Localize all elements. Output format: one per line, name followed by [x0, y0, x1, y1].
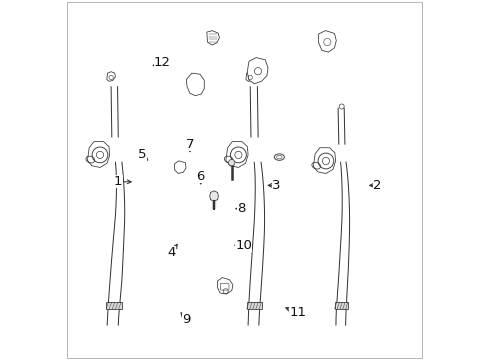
Polygon shape — [106, 72, 115, 81]
Polygon shape — [225, 141, 247, 167]
Text: 9: 9 — [182, 312, 190, 326]
Text: 8: 8 — [237, 202, 245, 215]
FancyBboxPatch shape — [246, 302, 262, 309]
Polygon shape — [209, 191, 218, 201]
Text: 3: 3 — [271, 179, 280, 192]
Polygon shape — [174, 161, 185, 174]
Text: 7: 7 — [185, 138, 194, 150]
Polygon shape — [217, 278, 232, 294]
Circle shape — [228, 159, 234, 166]
FancyBboxPatch shape — [220, 283, 228, 290]
Text: 1: 1 — [114, 175, 122, 188]
Text: 5: 5 — [138, 148, 146, 161]
FancyBboxPatch shape — [334, 302, 348, 309]
Polygon shape — [87, 141, 109, 167]
Text: 12: 12 — [153, 56, 170, 69]
Polygon shape — [186, 73, 204, 96]
FancyBboxPatch shape — [106, 302, 122, 309]
Polygon shape — [247, 58, 267, 84]
Polygon shape — [206, 31, 219, 45]
Text: 6: 6 — [196, 170, 204, 183]
Text: 11: 11 — [288, 306, 305, 319]
Text: 10: 10 — [235, 239, 252, 252]
Text: 2: 2 — [372, 179, 381, 192]
Text: 4: 4 — [167, 246, 176, 259]
Polygon shape — [245, 72, 254, 81]
Polygon shape — [318, 31, 336, 52]
Polygon shape — [313, 148, 335, 174]
